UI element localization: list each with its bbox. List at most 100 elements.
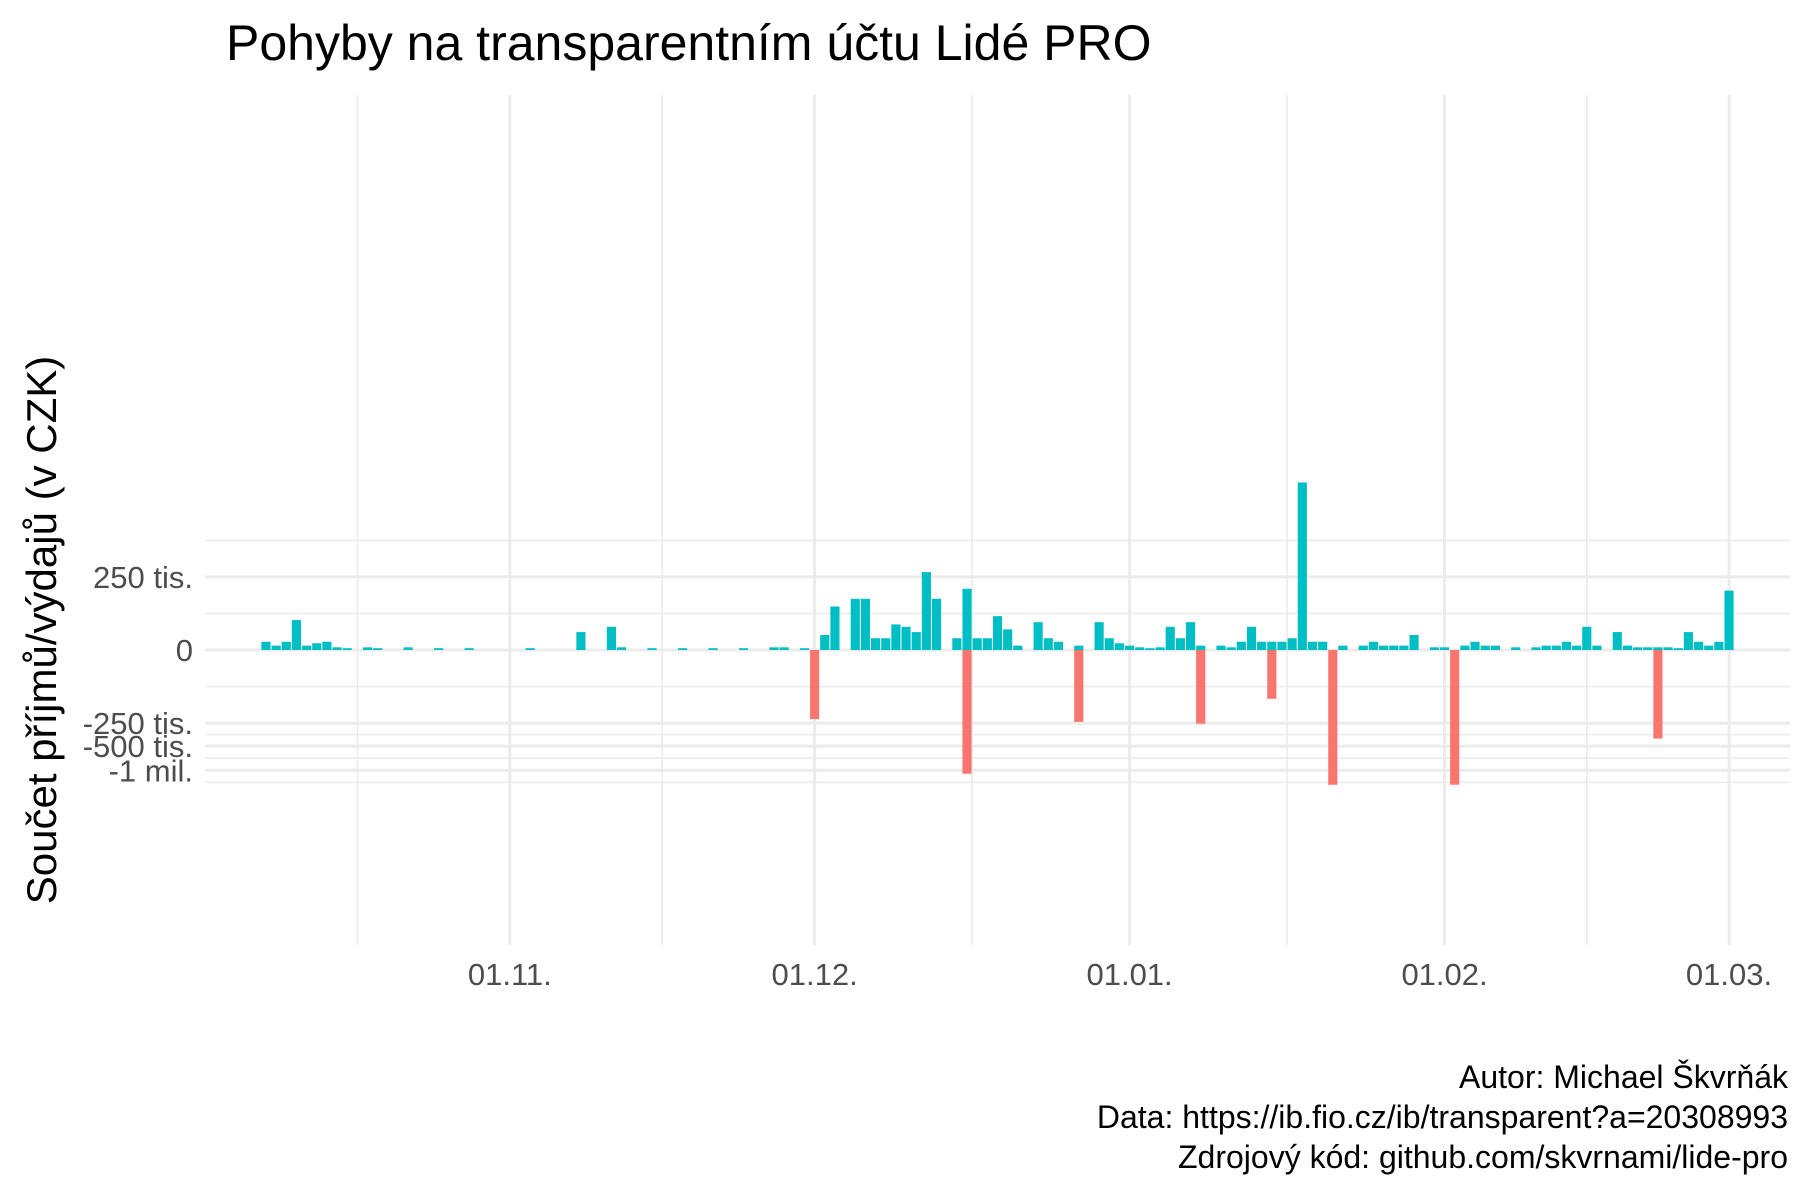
income-bar — [1307, 641, 1318, 650]
x-tick-label: 01.01. — [1086, 957, 1172, 992]
income-bar — [860, 598, 870, 650]
income-bar — [1114, 643, 1124, 650]
income-bar — [738, 648, 749, 650]
x-tick-label: 01.12. — [772, 957, 858, 992]
income-bar — [708, 648, 718, 650]
income-bar — [1236, 641, 1246, 650]
income-bar — [1693, 641, 1704, 650]
income-bar — [1582, 626, 1592, 650]
income-bar — [1074, 645, 1084, 650]
expense-bar — [962, 650, 972, 774]
income-bar — [1399, 645, 1409, 650]
income-bar — [881, 638, 891, 650]
income-bar — [1175, 638, 1185, 650]
income-bar — [342, 648, 352, 650]
income-bar — [525, 648, 535, 650]
chart-title: Pohyby na transparentním účtu Lidé PRO — [226, 15, 1152, 71]
income-bar — [1003, 629, 1013, 650]
expense-bar — [1653, 650, 1663, 739]
income-bar — [1439, 647, 1450, 650]
income-bar — [1094, 622, 1104, 650]
income-bar — [1318, 641, 1328, 650]
income-bar — [576, 632, 586, 650]
income-bar — [1389, 645, 1399, 650]
income-bar — [1267, 641, 1277, 650]
income-bar — [403, 647, 413, 650]
income-bar — [1673, 648, 1683, 650]
income-bar — [616, 647, 627, 650]
income-bar — [931, 598, 942, 650]
income-bar — [1409, 635, 1419, 650]
income-bar — [1196, 645, 1206, 650]
income-bar — [962, 588, 972, 650]
income-bar — [1511, 647, 1521, 650]
income-bar — [302, 645, 312, 650]
income-bar — [1653, 647, 1663, 650]
income-bar — [606, 626, 616, 650]
y-tick-label: 250 tis. — [93, 560, 193, 595]
caption-data-source: Data: https://ib.fio.cz/ib/transparent?a… — [1096, 1099, 1788, 1135]
income-bar — [373, 648, 383, 650]
income-bar — [464, 648, 474, 650]
income-bar — [1429, 647, 1439, 650]
income-bar — [779, 647, 789, 650]
income-bar — [1704, 645, 1714, 650]
income-bar — [332, 647, 342, 650]
expense-bar — [1450, 650, 1460, 785]
income-bar — [1226, 647, 1236, 650]
income-bar — [1155, 647, 1165, 650]
income-bar — [871, 638, 881, 650]
income-bar — [1531, 647, 1541, 650]
income-bar — [647, 648, 657, 650]
x-tick-label: 01.02. — [1401, 957, 1487, 992]
income-bar — [992, 616, 1003, 650]
income-bar — [820, 635, 830, 650]
income-bar — [1013, 645, 1023, 650]
income-bar — [799, 648, 810, 650]
caption-code-source: Zdrojový kód: github.com/skvrnami/lide-p… — [1177, 1139, 1788, 1175]
income-bar — [434, 648, 444, 650]
x-tick-label: 01.03. — [1686, 957, 1772, 992]
income-bar — [1043, 638, 1053, 650]
income-bar — [830, 606, 840, 650]
income-bar — [1633, 647, 1643, 650]
income-bar — [1033, 622, 1043, 650]
income-bar — [1622, 645, 1633, 650]
y-axis-tick-labels: 250 tis. 0 -250 tis.-500 tis.-1 mil. — [83, 560, 193, 788]
x-axis-tick-labels: 01.11. 01.12. 01.01. 01.02. 01.03. — [468, 957, 1772, 992]
income-bar — [1379, 645, 1389, 650]
caption-author: Autor: Michael Škvrňák — [1458, 1059, 1788, 1095]
income-bar — [1216, 645, 1226, 650]
income-bar — [769, 647, 779, 650]
y-tick-label: -250 tis. — [83, 706, 193, 741]
expense-bar — [1074, 650, 1084, 722]
caption: Autor: Michael Škvrňák Data: https://ib.… — [1097, 1057, 1788, 1177]
income-bar — [1683, 632, 1693, 650]
income-bar — [1490, 645, 1500, 650]
income-bar — [921, 572, 931, 650]
income-bar — [1368, 641, 1379, 650]
income-bar — [1612, 632, 1622, 650]
grid-minor — [205, 95, 1790, 945]
income-bar — [677, 648, 688, 650]
income-bar — [1338, 645, 1348, 650]
income-bar — [291, 620, 302, 650]
x-tick-label: 01.11. — [468, 957, 552, 992]
income-bar — [911, 632, 921, 650]
income-bar — [982, 638, 992, 650]
expense-bar — [810, 650, 820, 720]
income-bar — [1277, 641, 1287, 650]
income-bar — [1541, 645, 1551, 650]
income-bar — [1185, 622, 1196, 650]
income-bar — [901, 626, 911, 650]
income-bar — [1358, 645, 1368, 650]
income-bar — [362, 647, 373, 650]
grid-major — [205, 95, 1790, 945]
income-bar — [1643, 647, 1653, 650]
income-bar — [972, 638, 982, 650]
income-bar — [1053, 641, 1064, 650]
income-bar — [1297, 482, 1307, 650]
y-tick-label: -500 tis. — [83, 729, 193, 764]
income-bar — [1724, 590, 1734, 650]
